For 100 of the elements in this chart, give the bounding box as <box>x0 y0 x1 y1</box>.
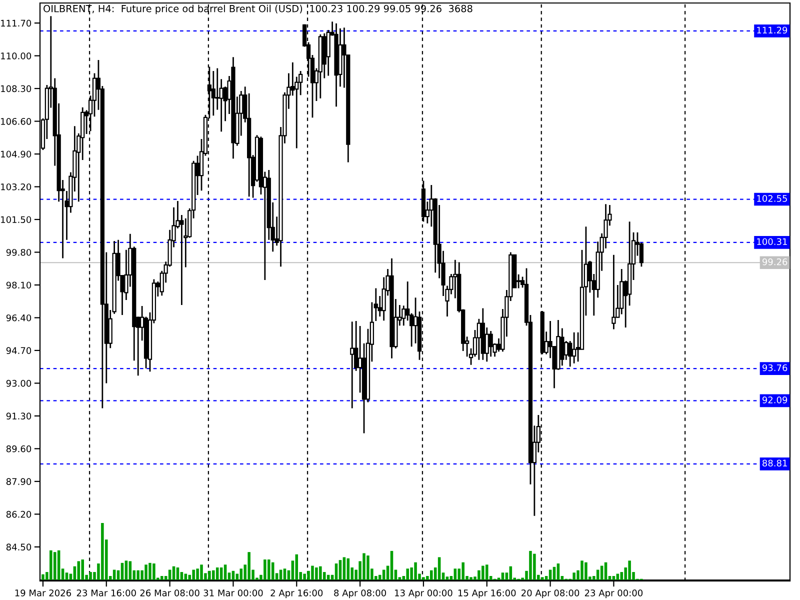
bar <box>556 563 560 580</box>
bar <box>168 570 172 580</box>
bar <box>454 568 457 580</box>
bar <box>77 561 80 580</box>
bar <box>319 566 322 580</box>
candlestick <box>318 34 322 100</box>
y-tick-label: 101.50 <box>1 216 32 224</box>
chart-title: OILBRENT, H4: Future price od barrel Brent Oil (USD) 100.23 100.29 99.05 99.26 3688 <box>44 4 472 14</box>
bar <box>533 554 536 580</box>
bar <box>478 570 480 580</box>
y-tick-label: 108.30 <box>1 85 32 92</box>
bar <box>406 568 409 580</box>
bar <box>196 568 199 580</box>
ref-line-label: 99.26 <box>762 258 788 266</box>
bar <box>283 568 286 580</box>
bar <box>268 559 270 580</box>
bar <box>485 564 488 580</box>
candlestick <box>180 214 184 306</box>
bar <box>382 570 386 580</box>
y-tick-label: 94.70 <box>6 347 32 354</box>
candlestick <box>334 22 338 108</box>
bar <box>212 570 215 580</box>
ref-line-label: 92.09 <box>762 396 788 404</box>
ref-line-label: 111.29 <box>757 26 788 34</box>
bar <box>248 552 250 580</box>
bar <box>89 572 92 580</box>
bar <box>616 574 620 580</box>
bar <box>264 559 266 580</box>
bar <box>192 570 195 580</box>
bar <box>200 564 203 580</box>
bar <box>50 550 52 580</box>
x-tick-label: 2 Apr 16:00 <box>270 589 323 598</box>
bar <box>295 554 298 580</box>
bar <box>184 574 188 580</box>
bar <box>224 564 227 580</box>
bar <box>311 566 314 580</box>
candlestick <box>211 70 216 116</box>
bar <box>596 570 600 580</box>
candlestick <box>572 332 576 364</box>
candlestick <box>390 258 394 360</box>
bar <box>240 568 243 580</box>
bar <box>152 563 156 580</box>
bar <box>53 552 56 580</box>
ref-line-label: 93.76 <box>762 364 788 372</box>
y-tick-label: 98.10 <box>6 282 32 289</box>
candlestick <box>556 319 560 371</box>
ref-line-label: 100.31 <box>757 238 787 246</box>
bar <box>430 570 433 580</box>
bar <box>414 562 417 580</box>
candlestick <box>326 29 330 76</box>
bar <box>482 566 484 580</box>
ref-line-label: 88.81 <box>762 460 787 467</box>
y-tick-label: 86.20 <box>6 510 32 518</box>
y-tick-label: 91.30 <box>6 412 32 420</box>
bar <box>334 563 338 580</box>
candlestick <box>322 32 326 80</box>
y-tick-label: 89.60 <box>6 445 32 452</box>
bar <box>612 576 616 580</box>
bar <box>362 553 366 580</box>
x-tick-label: 20 Apr 08:00 <box>522 589 580 598</box>
x-tick-label: 8 Apr 08:00 <box>334 589 386 598</box>
bar <box>57 550 60 580</box>
candlestick <box>488 330 493 358</box>
bar <box>160 576 164 580</box>
x-tick-label: 23 Mar 16:00 <box>76 589 136 596</box>
x-tick-label: 23 Apr 00:00 <box>584 589 643 598</box>
bar <box>548 570 552 580</box>
bar <box>124 560 128 580</box>
x-tick-label: 19 Mar 2026 <box>15 589 72 596</box>
y-tick-label: 99.80 <box>6 248 32 256</box>
candlestick <box>484 326 489 362</box>
bar <box>438 557 441 580</box>
bar <box>279 570 282 580</box>
bar <box>470 577 472 580</box>
bar <box>552 566 556 580</box>
bar <box>220 567 223 580</box>
y-tick-label: 84.50 <box>6 544 32 550</box>
candlestick <box>560 328 564 366</box>
candlestick <box>476 318 482 361</box>
y-tick-label: 111.70 <box>1 20 32 27</box>
y-tick-label: 103.20 <box>1 183 32 190</box>
bar <box>148 562 152 580</box>
candlestick <box>480 308 485 361</box>
y-tick-label: 96.40 <box>6 314 32 322</box>
bar <box>128 561 132 580</box>
bar <box>540 577 544 580</box>
bar <box>101 523 104 580</box>
bar <box>346 558 350 580</box>
bar <box>216 567 219 580</box>
bar <box>580 560 584 580</box>
bar <box>112 570 116 580</box>
bar <box>422 577 425 580</box>
bar <box>315 567 318 580</box>
bar <box>208 570 211 580</box>
bar <box>42 574 44 580</box>
bar <box>584 562 588 580</box>
x-tick-label: 13 Apr 00:00 <box>395 589 452 598</box>
y-tick-label: 106.60 <box>1 118 32 125</box>
candlestick <box>338 28 342 88</box>
y-tick-label: 110.00 <box>1 52 32 60</box>
